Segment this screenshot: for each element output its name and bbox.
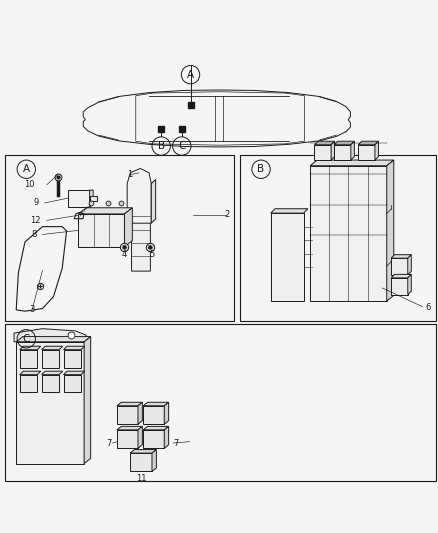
Polygon shape xyxy=(64,346,85,350)
Polygon shape xyxy=(117,402,142,406)
Polygon shape xyxy=(143,402,169,406)
Polygon shape xyxy=(124,208,132,247)
Bar xyxy=(42,350,59,368)
Bar xyxy=(5,155,234,321)
Text: 1: 1 xyxy=(127,170,133,179)
Polygon shape xyxy=(151,180,155,223)
Bar xyxy=(130,453,152,472)
Text: 3: 3 xyxy=(30,305,35,314)
Text: 12: 12 xyxy=(30,216,40,225)
Text: 5: 5 xyxy=(149,251,154,260)
Bar xyxy=(5,324,436,481)
Polygon shape xyxy=(138,402,142,424)
Polygon shape xyxy=(391,274,411,278)
Polygon shape xyxy=(130,449,156,453)
Text: A: A xyxy=(187,70,194,79)
Text: C: C xyxy=(23,334,30,344)
Polygon shape xyxy=(310,160,394,166)
Bar xyxy=(42,375,59,392)
Polygon shape xyxy=(351,141,354,160)
Bar xyxy=(64,375,81,392)
Bar xyxy=(358,145,375,160)
Text: B: B xyxy=(158,141,165,151)
Bar xyxy=(117,406,138,424)
Bar xyxy=(20,350,37,368)
Polygon shape xyxy=(375,141,378,160)
Bar xyxy=(314,145,331,160)
Bar xyxy=(143,406,164,424)
Text: A: A xyxy=(23,164,30,174)
Polygon shape xyxy=(152,449,156,472)
Bar xyxy=(117,430,138,448)
Bar xyxy=(68,190,90,207)
Polygon shape xyxy=(84,336,91,464)
Polygon shape xyxy=(90,190,93,207)
Polygon shape xyxy=(271,209,308,213)
Polygon shape xyxy=(331,141,335,160)
Polygon shape xyxy=(64,371,85,375)
Polygon shape xyxy=(117,426,142,430)
Text: 4: 4 xyxy=(122,251,127,260)
Polygon shape xyxy=(164,426,169,448)
Polygon shape xyxy=(42,346,63,350)
Text: 9: 9 xyxy=(33,198,39,207)
Polygon shape xyxy=(131,195,150,271)
Polygon shape xyxy=(143,426,169,430)
Polygon shape xyxy=(20,346,41,350)
Bar xyxy=(64,350,81,368)
Polygon shape xyxy=(20,371,41,375)
Polygon shape xyxy=(358,141,378,145)
Bar xyxy=(391,258,408,275)
Bar xyxy=(240,155,436,321)
Polygon shape xyxy=(387,160,394,301)
Bar xyxy=(78,214,124,247)
Polygon shape xyxy=(138,426,142,448)
Text: B: B xyxy=(258,164,265,174)
Polygon shape xyxy=(334,141,354,145)
Polygon shape xyxy=(78,208,132,214)
Text: 6: 6 xyxy=(425,303,431,312)
Polygon shape xyxy=(16,227,67,311)
Polygon shape xyxy=(127,168,151,223)
Text: 2: 2 xyxy=(225,210,230,219)
Bar xyxy=(310,166,387,301)
Text: 7: 7 xyxy=(173,439,179,448)
Text: 10: 10 xyxy=(24,180,35,189)
Text: 11: 11 xyxy=(136,473,146,482)
Text: 8: 8 xyxy=(31,230,36,239)
Bar xyxy=(143,430,164,448)
Text: C: C xyxy=(178,141,185,151)
Bar xyxy=(16,342,84,464)
Polygon shape xyxy=(14,329,86,342)
Polygon shape xyxy=(408,274,411,295)
Bar xyxy=(20,375,37,392)
Polygon shape xyxy=(391,255,411,258)
Bar xyxy=(391,278,408,295)
Bar xyxy=(271,213,304,301)
Bar xyxy=(334,145,351,160)
Polygon shape xyxy=(314,141,335,145)
Polygon shape xyxy=(408,255,411,275)
Polygon shape xyxy=(16,336,91,342)
Bar xyxy=(90,196,98,201)
Text: 7: 7 xyxy=(106,439,112,448)
Polygon shape xyxy=(42,371,63,375)
Polygon shape xyxy=(164,402,169,424)
